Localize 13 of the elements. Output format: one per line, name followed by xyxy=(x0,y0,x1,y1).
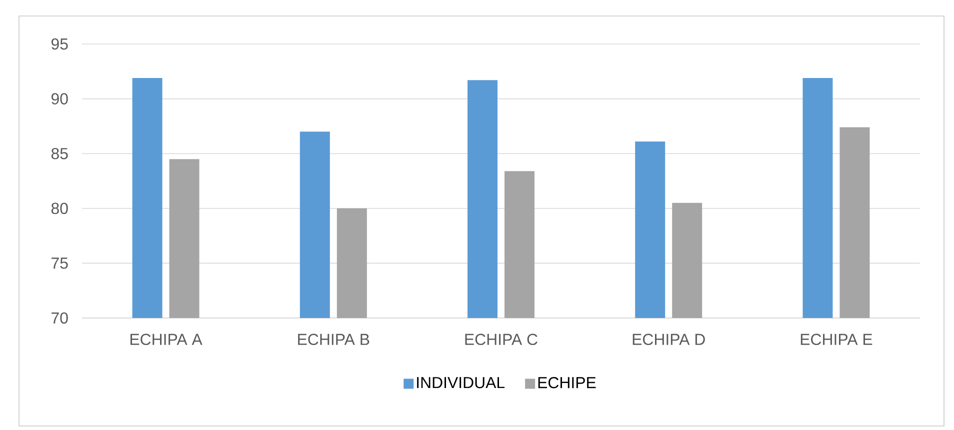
y-tick-label: 95 xyxy=(52,38,68,50)
y-tick-label: 75 xyxy=(52,258,68,269)
x-tick-label: ECHIPA D xyxy=(632,334,705,346)
y-tick-label: 85 xyxy=(51,148,68,160)
y-tick-label: 90 xyxy=(52,93,68,104)
y-tick-label: 80 xyxy=(51,202,68,214)
legend-label: INDIVIDUAL xyxy=(417,377,505,388)
x-tick-label: ECHIPA E xyxy=(800,334,872,346)
x-tick-label: ECHIPA C xyxy=(465,334,538,346)
x-tick-label: ECHIPA B xyxy=(298,334,370,346)
legend-label: ECHIPE xyxy=(538,376,596,388)
y-tick-label: 70 xyxy=(52,312,68,324)
x-tick-label: ECHIPA A xyxy=(130,334,202,346)
